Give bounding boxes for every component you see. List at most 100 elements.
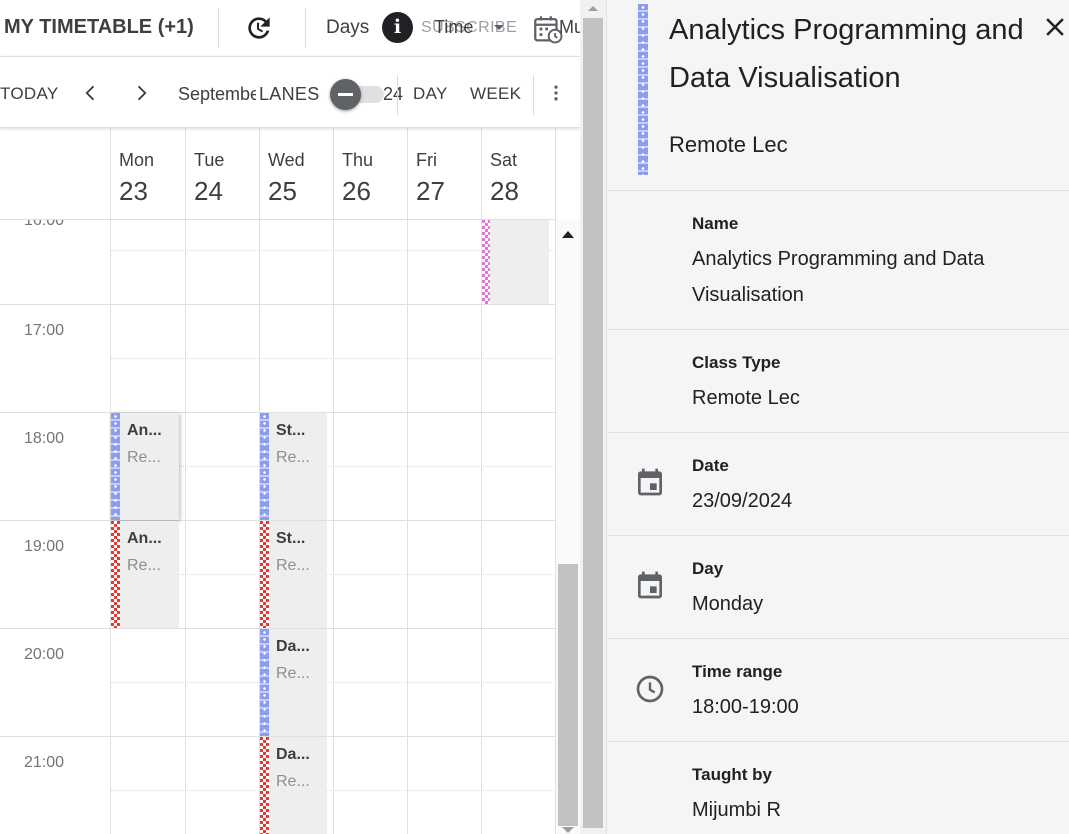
calendar-event-selected[interactable]: An... Re... xyxy=(111,413,179,520)
grid-scrollbar[interactable] xyxy=(556,220,580,834)
calendar-settings-icon[interactable] xyxy=(531,12,565,46)
field-value-name: Analytics Programming and Data Visualisa… xyxy=(692,248,985,306)
half-hour-line xyxy=(110,466,556,467)
day-header-sat[interactable]: Sat 28 xyxy=(481,128,556,220)
chevron-right-icon[interactable] xyxy=(130,81,152,105)
day-of-week: Mon xyxy=(119,150,155,170)
day-number: 28 xyxy=(490,176,519,206)
calendar-event[interactable]: An... Re... xyxy=(111,521,179,628)
subscribe-button[interactable]: SUBSCRIBE xyxy=(421,19,518,36)
half-hour-line xyxy=(110,682,556,683)
day-header-thu[interactable]: Thu 26 xyxy=(333,128,407,220)
time-grid[interactable]: 16:00 17:00 18:00 19:00 20:00 21:00 An..… xyxy=(0,220,556,834)
event-detail-panel: Analytics Programming and Data Visualisa… xyxy=(606,0,1069,834)
event-color-stripe xyxy=(260,737,269,834)
dropdown-arrow-icon xyxy=(494,25,504,30)
half-hour-line xyxy=(110,358,556,359)
multi-selector[interactable]: Mul xyxy=(559,17,580,37)
hour-label: 17:00 xyxy=(24,322,65,339)
day-header-wed[interactable]: Wed 25 xyxy=(259,128,333,220)
calendar-icon xyxy=(638,571,662,599)
month-label: September xyxy=(178,84,256,104)
hour-line xyxy=(0,304,556,305)
hour-line xyxy=(0,412,556,413)
detail-title: Analytics Programming and Data Visualisa… xyxy=(669,14,1024,94)
day-view-button[interactable]: DAY xyxy=(413,84,448,103)
hour-label: 21:00 xyxy=(24,754,65,771)
hour-label: 18:00 xyxy=(24,430,65,447)
lanes-toggle[interactable] xyxy=(330,79,361,110)
event-title: An... xyxy=(127,530,162,547)
week-view-button[interactable]: WEEK xyxy=(470,84,522,103)
today-button[interactable]: TODAY xyxy=(0,84,59,103)
chevron-left-icon[interactable] xyxy=(80,81,102,105)
event-title: Da... xyxy=(276,638,310,655)
time-selector[interactable]: Time xyxy=(434,17,474,37)
event-title: St... xyxy=(276,422,306,439)
column-line xyxy=(333,220,334,834)
field-value-day: Monday xyxy=(692,593,764,615)
divider xyxy=(607,638,1069,639)
scroll-up-arrow-icon[interactable] xyxy=(562,231,574,238)
event-color-stripe xyxy=(482,220,490,304)
more-vert-icon[interactable] xyxy=(546,81,566,105)
divider xyxy=(607,329,1069,330)
half-hour-line xyxy=(110,790,556,791)
column-line xyxy=(407,220,408,834)
divider xyxy=(607,535,1069,536)
day-number: 27 xyxy=(416,176,445,206)
scroll-down-arrow-icon[interactable] xyxy=(562,827,574,833)
event-color-stripe xyxy=(111,521,120,628)
day-header-tue[interactable]: Tue 24 xyxy=(185,128,259,220)
day-header-mon[interactable]: Mon 23 xyxy=(110,128,185,220)
field-label-name: Name xyxy=(692,214,739,233)
field-value-time-range: 18:00-19:00 xyxy=(692,696,799,718)
column-line xyxy=(555,220,556,834)
hour-label: 20:00 xyxy=(24,646,65,663)
scrollbar-thumb[interactable] xyxy=(583,18,603,828)
calendar-event[interactable]: Da... Re... xyxy=(260,629,327,736)
day-of-week: Tue xyxy=(194,150,225,170)
timetable-title[interactable]: MY TIMETABLE (+1) xyxy=(4,16,194,38)
column-line xyxy=(259,220,260,834)
calendar-event[interactable]: St... Re... xyxy=(260,521,327,628)
calendar-icon xyxy=(638,468,662,496)
page-scrollbar[interactable] xyxy=(580,0,606,834)
field-label-class-type: Class Type xyxy=(692,353,781,372)
half-hour-line xyxy=(110,250,556,251)
field-label-day: Day xyxy=(692,559,724,578)
day-number: 24 xyxy=(194,176,223,206)
event-color-stripe xyxy=(638,4,648,175)
event-title: St... xyxy=(276,530,306,547)
half-hour-line xyxy=(110,574,556,575)
days-selector[interactable]: Days xyxy=(326,17,370,38)
day-number: 26 xyxy=(342,176,371,206)
event-subtitle: Re... xyxy=(127,557,161,574)
event-subtitle: Re... xyxy=(276,665,310,682)
calendar-event[interactable]: Da... Re... xyxy=(260,737,327,834)
scrollbar-thumb[interactable] xyxy=(558,564,578,826)
event-title: Da... xyxy=(276,746,310,763)
close-icon[interactable] xyxy=(1040,12,1069,42)
day-header-fri[interactable]: Fri 27 xyxy=(407,128,481,220)
refresh-icon[interactable] xyxy=(243,12,275,44)
hour-line xyxy=(0,628,556,629)
calendar-event[interactable] xyxy=(482,220,549,304)
divider xyxy=(607,432,1069,433)
nav-divider xyxy=(533,75,534,115)
calendar-event[interactable]: St... Re... xyxy=(260,413,327,520)
scroll-up-arrow-icon[interactable] xyxy=(588,6,598,11)
column-line xyxy=(481,220,482,834)
field-label-time-range: Time range xyxy=(692,662,783,681)
field-label-taught-by: Taught by xyxy=(692,765,772,784)
event-subtitle: Re... xyxy=(276,557,310,574)
divider xyxy=(607,190,1069,191)
day-of-week: Thu xyxy=(342,150,374,170)
lanes-label: LANES xyxy=(259,84,320,104)
day-of-week: Fri xyxy=(416,150,437,170)
event-color-stripe xyxy=(260,413,269,520)
info-icon[interactable]: i xyxy=(382,12,413,43)
day-of-week: Wed xyxy=(268,150,305,170)
calendar-navbar: TODAY September LANES 24 DAY WEEK xyxy=(0,56,580,128)
day-header-row: Mon 23 Tue 24 Wed 25 Thu 26 Fri 27 Sat 2… xyxy=(0,128,556,220)
